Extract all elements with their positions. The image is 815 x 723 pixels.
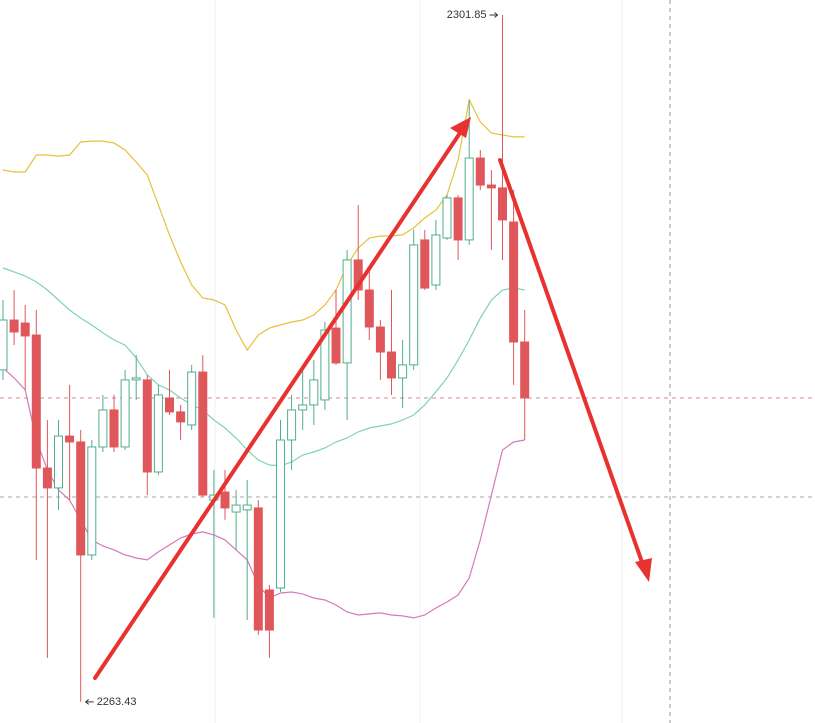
marker-arrow-head [494, 12, 499, 18]
candle-body [442, 197, 452, 239]
candle-body [287, 409, 297, 441]
candle-body [231, 504, 241, 513]
candle-body [276, 439, 285, 589]
candle-body [253, 507, 263, 631]
arrow-head [450, 117, 471, 138]
candle-body [320, 329, 330, 401]
background-grid [214, 0, 671, 723]
candle-body [54, 435, 63, 489]
high-marker-label: 2301.85 [447, 9, 487, 21]
candle-body [142, 379, 152, 473]
candle-body [131, 377, 141, 381]
low-marker-label: 2263.43 [97, 696, 137, 708]
candle-body [475, 157, 485, 186]
trend-arrow-down [498, 158, 645, 567]
markers: 2301.85 2263.43 [84, 9, 499, 708]
candle-body [420, 239, 430, 289]
candles [0, 15, 530, 702]
candle-body [87, 446, 97, 556]
candle-body [242, 504, 252, 511]
candle-body [509, 221, 519, 343]
candle-body [342, 259, 352, 364]
candle-body [109, 409, 119, 448]
candle-body [65, 435, 75, 443]
candle-body [198, 371, 208, 496]
candle-body [264, 589, 274, 631]
candle-body [486, 184, 496, 189]
candle-body [453, 197, 463, 241]
candle-body [20, 322, 30, 337]
candle-body [176, 411, 186, 423]
candle-body [187, 371, 197, 426]
candle-body [298, 404, 308, 411]
candle-body [76, 441, 86, 556]
candle-body [364, 289, 374, 328]
candle-body [375, 326, 385, 353]
candle-body [387, 351, 396, 379]
candle-body [353, 259, 363, 291]
band-line [2, 98, 525, 352]
candle-body [31, 334, 41, 469]
band-line [2, 267, 525, 467]
candle-body [120, 379, 130, 448]
candle-body [153, 394, 163, 473]
candle-body [431, 234, 441, 286]
candle-body [309, 379, 319, 406]
candle-body [498, 187, 507, 221]
trend-arrows [93, 117, 652, 680]
candle-body [0, 319, 8, 371]
candle-body [220, 491, 230, 509]
candle-body [409, 244, 419, 366]
marker-arrow-head [84, 699, 90, 705]
candle-body [464, 157, 474, 241]
candle-body [331, 327, 341, 364]
candle-body [165, 397, 174, 413]
candle-body [98, 409, 108, 448]
candle-body [9, 319, 19, 333]
candle-body [520, 341, 530, 399]
candle-body [42, 467, 52, 489]
trend-arrow-up [93, 128, 464, 680]
arrow-head [635, 558, 652, 582]
candle-body [398, 364, 408, 379]
